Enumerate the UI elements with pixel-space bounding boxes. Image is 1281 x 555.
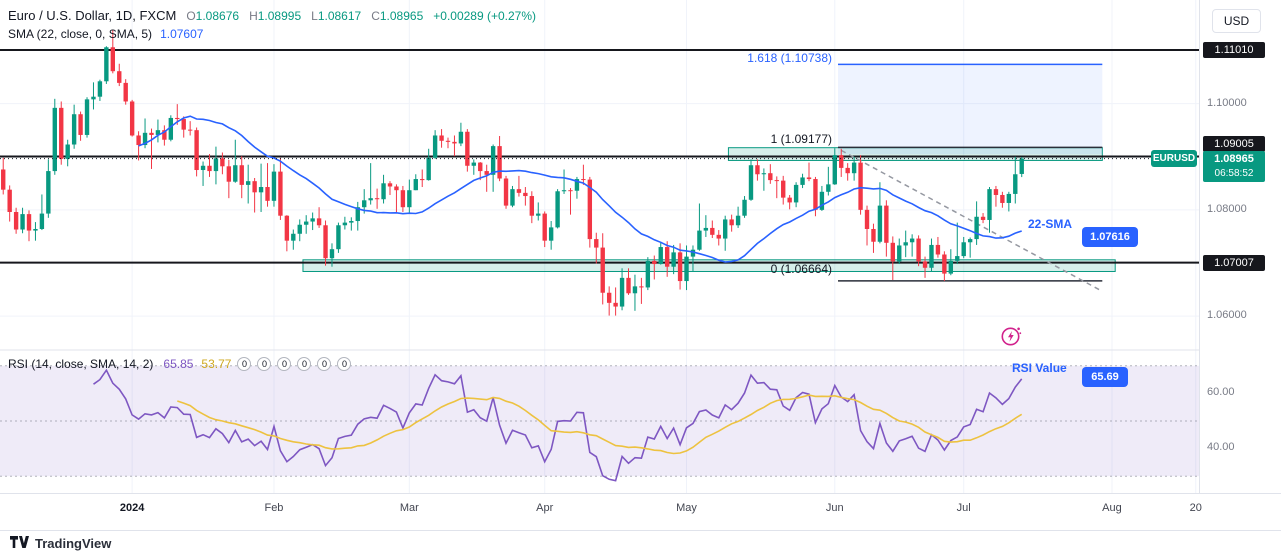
change-value: +0.00289 (+0.27%) <box>433 9 537 23</box>
tradingview-logo-link[interactable]: TradingView <box>10 535 111 552</box>
divergence-zero-badge: 0 <box>317 357 332 371</box>
hline-price-badge: 1.09005 <box>1203 136 1265 152</box>
price-tick: 1.10000 <box>1207 97 1247 109</box>
rsi-ma-value: 53.77 <box>201 356 232 371</box>
high-label: H <box>249 9 258 23</box>
divergence-zero-badge: 0 <box>257 357 272 371</box>
footer-bar: TradingView <box>0 530 1281 555</box>
low-label: L <box>311 9 318 23</box>
low-value: 1.08617 <box>317 9 362 23</box>
sma-indicator-title: SMA (22, close, 0, SMA, 5) <box>8 27 153 41</box>
ohlc-close: C1.08965 <box>371 9 423 23</box>
sma-indicator-value: 1.07607 <box>160 27 204 41</box>
high-value: 1.08995 <box>257 9 302 23</box>
ohlc-low: L1.08617 <box>311 9 361 23</box>
symbol-title: Euro / U.S. Dollar, 1D, FXCM <box>8 8 177 23</box>
time-axis-label: Aug <box>1102 502 1122 514</box>
open-value: 1.08676 <box>195 9 240 23</box>
time-axis[interactable]: 2024 Feb Mar Apr May Jun Jul Aug 20 <box>0 493 1281 530</box>
ohlc-high: H1.08995 <box>249 9 301 23</box>
symbol-legend: Euro / U.S. Dollar, 1D, FXCM O1.08676 H1… <box>8 8 536 23</box>
time-axis-label: Mar <box>399 502 419 514</box>
main-chart-canvas[interactable] <box>0 0 1199 493</box>
rsi-tick: 40.00 <box>1207 441 1235 453</box>
fib-level-0-label[interactable]: 0 (1.06664) <box>770 262 832 276</box>
divergence-zero-badge: 0 <box>237 357 252 371</box>
divergence-zero-badge: 0 <box>297 357 312 371</box>
sma-callout-label[interactable]: 22-SMA <box>1028 217 1073 231</box>
divergence-zero-badge: 0 <box>277 357 292 371</box>
time-axis-label: 20 <box>1189 502 1202 514</box>
divergence-zero-badge: 0 <box>337 357 352 371</box>
rsi-callout-value-badge[interactable]: 65.69 <box>1082 367 1128 387</box>
symbol-price-tag: EURUSD <box>1151 150 1197 167</box>
last-price-value: 1.08965 <box>1214 153 1254 165</box>
currency-toggle-button[interactable]: USD <box>1212 9 1261 33</box>
hline-price-badge: 1.07007 <box>1203 255 1265 271</box>
tradingview-logo-icon <box>10 535 29 552</box>
time-axis-label: Jun <box>825 502 844 514</box>
time-axis-label: Feb <box>264 502 284 514</box>
time-axis-label: Apr <box>536 502 554 514</box>
rsi-current-value: 65.85 <box>163 356 194 371</box>
time-axis-label: May <box>676 502 697 514</box>
close-value: 1.08965 <box>379 9 424 23</box>
price-tick: 1.08000 <box>1207 203 1247 215</box>
rsi-tick: 60.00 <box>1207 386 1235 398</box>
fib-level-1-label[interactable]: 1 (1.09177) <box>770 132 832 146</box>
fib-level-1618-label[interactable]: 1.618 (1.10738) <box>747 51 832 65</box>
tradingview-brand-text: TradingView <box>35 535 112 551</box>
last-price-badge: 1.08965 06:58:52 <box>1203 151 1265 182</box>
open-label: O <box>186 9 196 23</box>
sma-indicator-legend: SMA (22, close, 0, SMA, 5) 1.07607 <box>8 27 203 41</box>
ohlc-open: O1.08676 <box>186 9 239 23</box>
time-axis-label: 2024 <box>119 502 145 514</box>
bar-countdown: 06:58:52 <box>1214 168 1254 179</box>
rsi-indicator-legend: RSI (14, close, SMA, 14, 2) 65.85 53.77 … <box>8 356 352 371</box>
price-axis[interactable]: 1.10000 1.08000 1.06000 1.11010 1.09005 … <box>1199 0 1281 493</box>
time-axis-label: Jul <box>956 502 971 514</box>
close-label: C <box>371 9 380 23</box>
hline-price-badge: 1.11010 <box>1203 42 1265 58</box>
rsi-callout-label[interactable]: RSI Value <box>1012 361 1067 375</box>
spark-emoji-icon[interactable] <box>1000 325 1022 347</box>
sma-callout-value-badge[interactable]: 1.07616 <box>1082 227 1138 247</box>
rsi-indicator-title: RSI (14, close, SMA, 14, 2) <box>8 356 154 371</box>
price-tick: 1.06000 <box>1207 309 1247 321</box>
